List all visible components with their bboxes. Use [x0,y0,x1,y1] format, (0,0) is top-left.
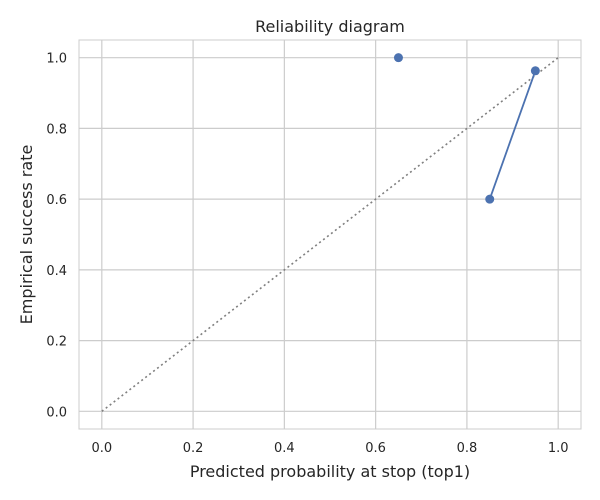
y-axis-label: Empirical success rate [17,145,36,325]
data-point [485,194,495,204]
y-tick-label: 0.2 [46,335,67,350]
x-tick-label: 0.0 [91,441,112,456]
grid [79,40,581,429]
x-axis-label: Predicted probability at stop (top1) [190,462,470,481]
x-ticks: 0.0 0.2 0.4 0.6 0.8 1.0 [91,441,568,456]
data-point [393,53,403,63]
series-line [488,70,537,200]
data-point [530,66,540,76]
x-tick-label: 0.4 [274,441,295,456]
y-tick-label: 0.8 [46,122,67,137]
x-tick-label: 0.6 [365,441,386,456]
reference-line [101,57,559,412]
y-tick-label: 0.4 [46,264,67,279]
x-tick-label: 0.8 [457,441,478,456]
series-group [393,53,540,204]
y-tick-label: 0.6 [46,193,67,208]
x-tick-label: 1.0 [548,441,569,456]
y-tick-label: 1.0 [46,52,67,67]
plot-frame [78,39,582,430]
y-tick-label: 0.0 [46,405,67,420]
y-ticks: 0.0 0.2 0.4 0.6 0.8 1.0 [46,52,67,421]
x-tick-label: 0.2 [183,441,204,456]
chart-title: Reliability diagram [255,17,405,36]
reference-diagonal [101,57,559,412]
